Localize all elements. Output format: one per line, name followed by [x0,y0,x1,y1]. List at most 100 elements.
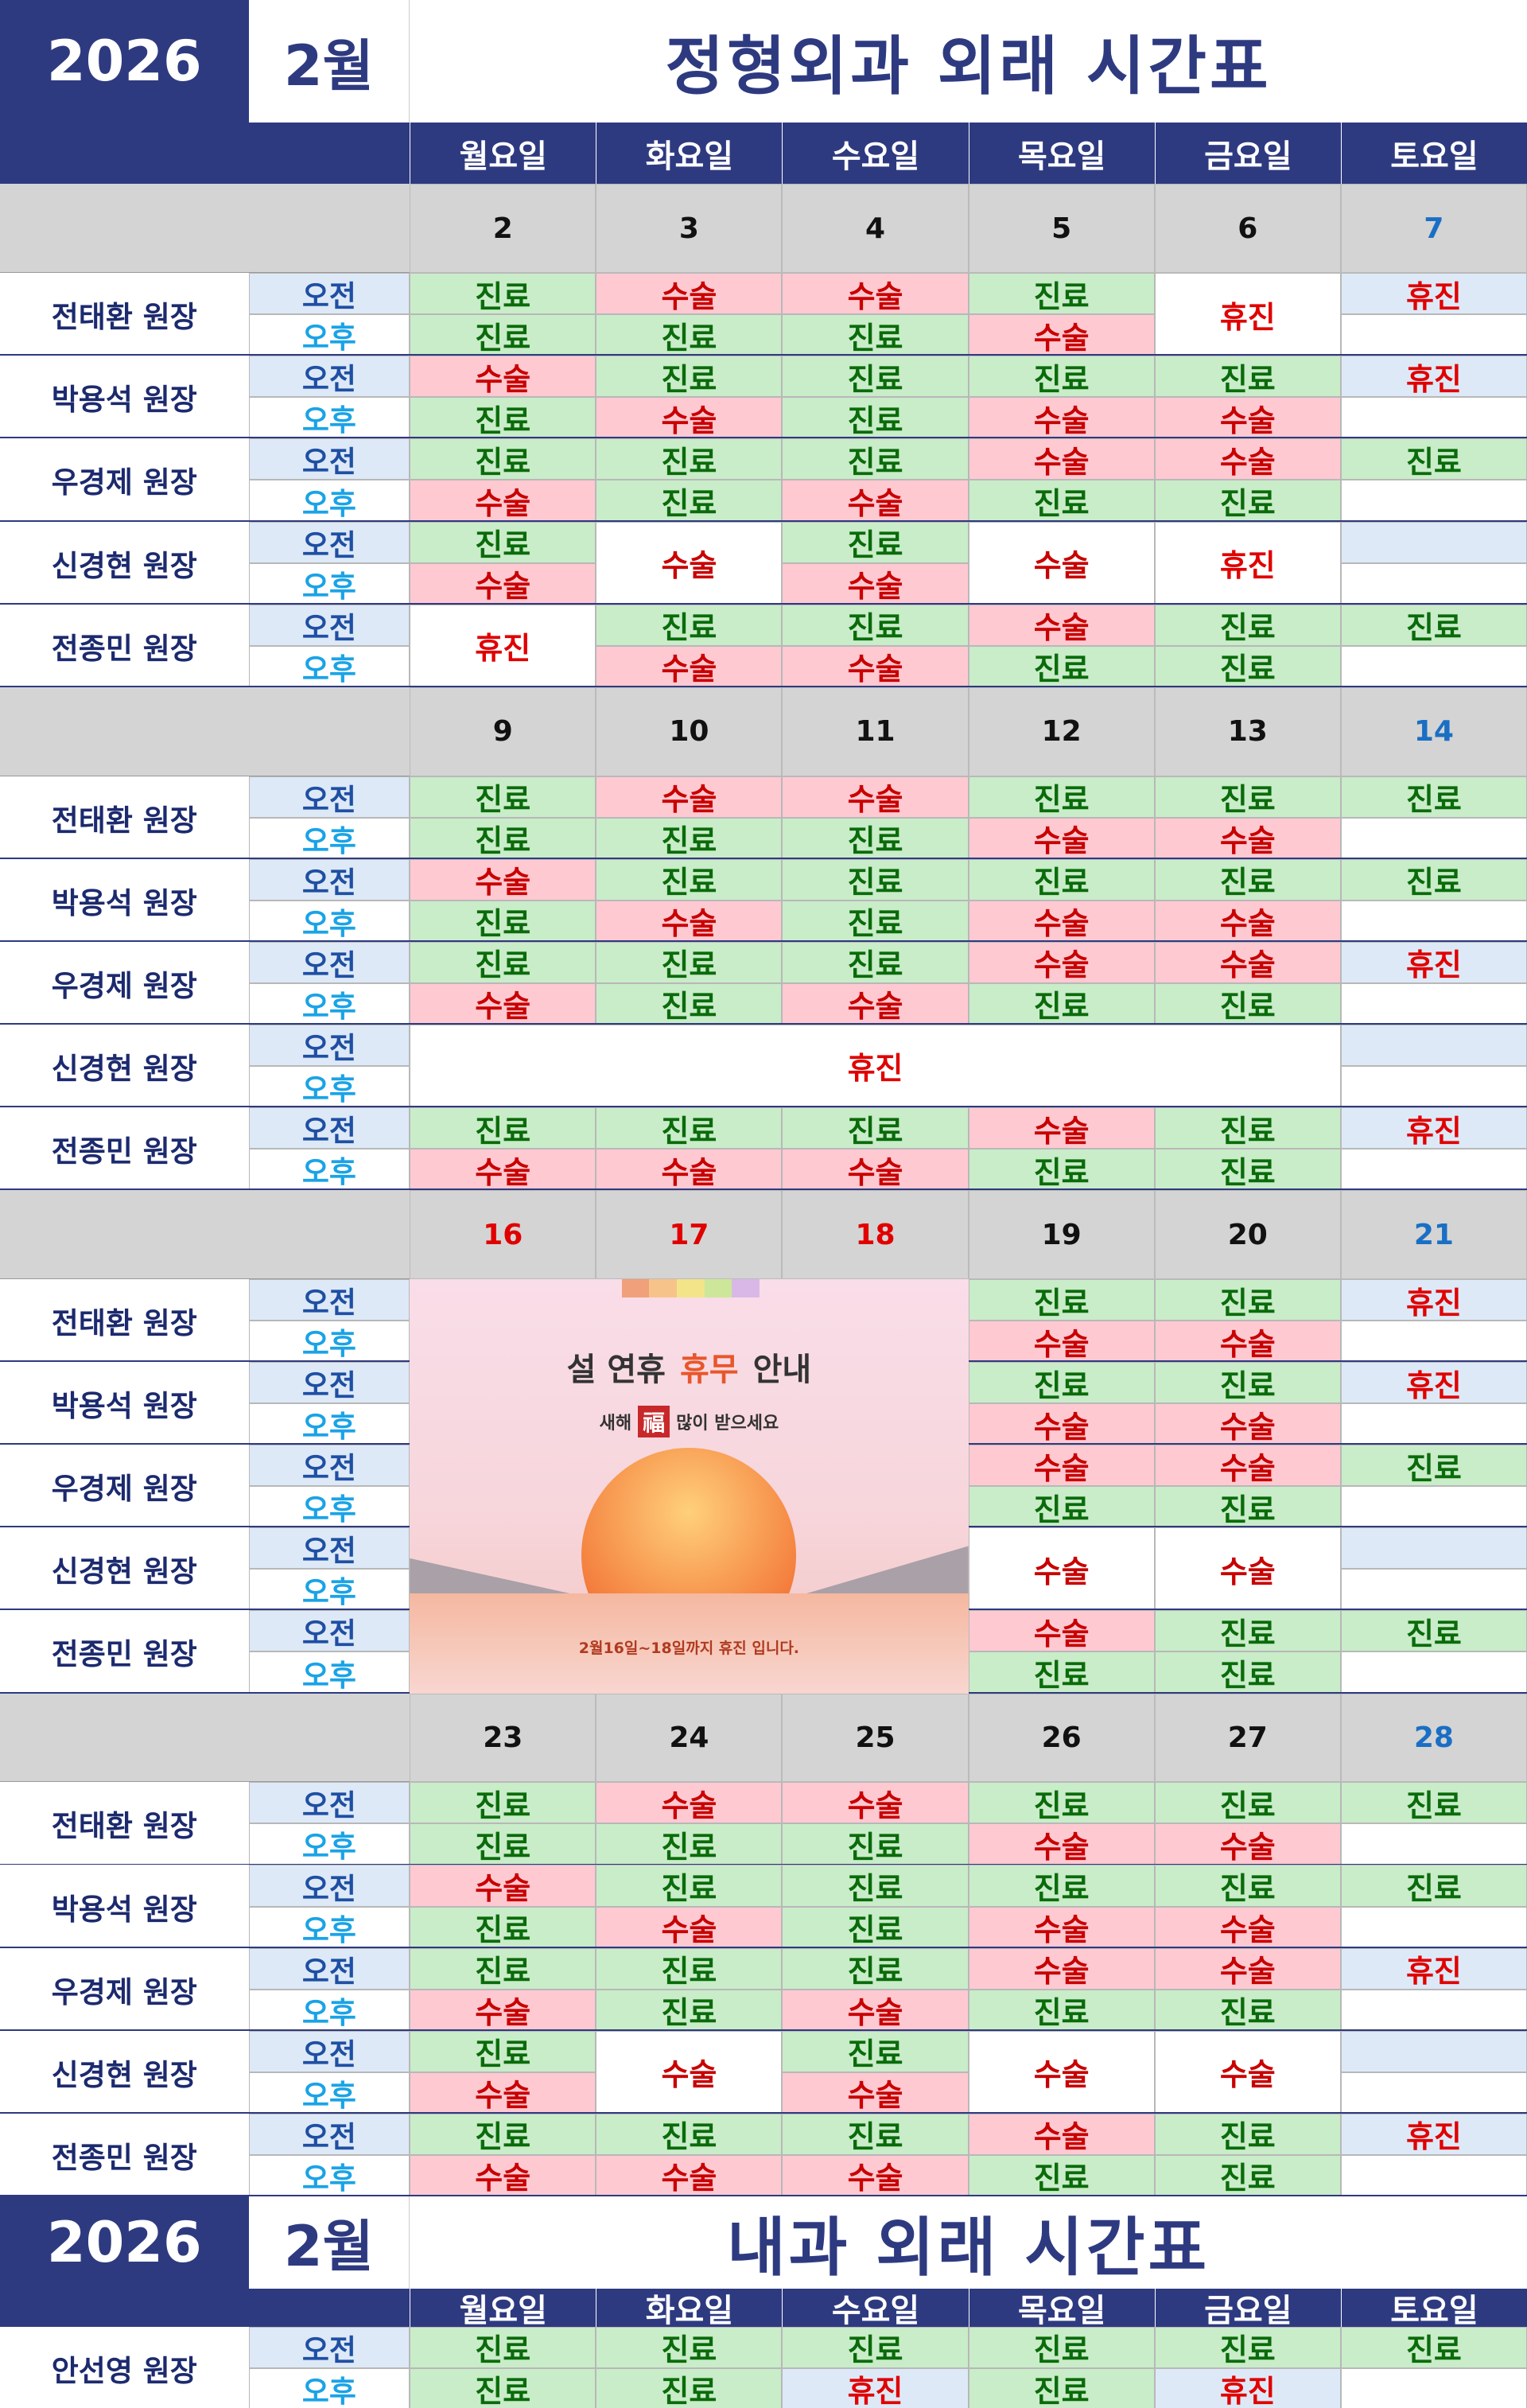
water [410,1593,969,1694]
empty-cell [1340,1651,1527,1694]
schedule-cell: 수술 [968,397,1155,439]
empty-cell [1340,397,1527,439]
doctor-name: 전태환 원장 [0,1782,249,1865]
schedule-cell: 진료 [596,1823,783,1865]
schedule-cell: 휴진 [1340,356,1527,398]
schedule-cell: 진료 [410,2367,596,2408]
schedule-cell: 수술 [596,1782,783,1824]
schedule-cell: 수술 [968,2113,1155,2155]
period-label: 오후 [248,1989,410,2031]
schedule-cell: 진료 [782,2326,969,2368]
schedule-cell: 진료 [596,438,783,480]
schedule-cell: 진료 [1340,1610,1527,1652]
doctor-divider [0,519,1527,522]
date-label: 18 [782,1190,969,1279]
period-label: 오전 [248,356,410,398]
doctor-name: 신경현 원장 [0,1024,249,1108]
empty-cell [1340,2072,1527,2114]
doctor-name: 박용석 원장 [0,356,249,439]
schedule-cell: 수술 [410,1149,596,1191]
weekday-label: 월요일 [410,2288,596,2329]
empty-cell [1340,1149,1527,1191]
doctor-divider [0,2111,1527,2114]
schedule-cell: 수술 [968,1823,1155,1865]
schedule-cell: 진료 [410,2326,596,2368]
doctor-divider [0,602,1527,605]
period-label: 오후 [248,397,410,439]
merged-cell: 수술 [968,1527,1155,1611]
doctor-divider [0,437,1527,439]
schedule-cell: 수술 [1154,1403,1341,1445]
schedule-cell: 수술 [410,2072,596,2114]
period-label: 오전 [248,1782,410,1824]
schedule-cell: 휴진 [1340,1107,1527,1150]
schedule-cell: 진료 [1154,356,1341,398]
schedule-cell: 진료 [1154,2154,1341,2196]
schedule-cell: 진료 [596,1865,783,1907]
schedule-cell: 진료 [1154,1107,1341,1150]
schedule-cell: 진료 [968,2367,1155,2408]
period-label: 오후 [248,1321,410,1363]
doctor-name: 박용석 원장 [0,1362,249,1445]
date-label: 25 [782,1693,969,1783]
doctor-divider [0,1863,1527,1865]
date-label: 3 [596,184,783,274]
schedule-cell: 수술 [782,273,969,315]
date-label: 11 [782,687,969,776]
schedule-cell: 진료 [968,645,1155,687]
period-label: 오전 [248,1527,410,1570]
schedule-cell: 진료 [596,858,783,901]
date-label: 12 [968,687,1155,776]
period-label: 오전 [248,2030,410,2072]
weekday-label: 화요일 [596,123,783,185]
schedule-cell: 수술 [968,1445,1155,1487]
schedule-cell: 진료 [596,941,783,983]
schedule-cell: 진료 [596,1947,783,1990]
schedule-cell: 수술 [782,1782,969,1824]
schedule-cell: 진료 [782,1107,969,1150]
empty-cell [1340,314,1527,356]
date-label: 14 [1340,687,1527,776]
merged-cell: 수술 [596,521,783,605]
period-label: 오후 [248,562,410,605]
schedule-cell: 휴진 [1340,273,1527,315]
schedule-cell: 수술 [596,397,783,439]
period-label: 오후 [248,1065,410,1108]
schedule-cell: 휴진 [1340,1278,1527,1321]
date-row-blank [0,184,410,274]
schedule-cell: 진료 [596,2367,783,2408]
schedule-cell: 수술 [410,1989,596,2031]
doctor-name: 전태환 원장 [0,273,249,356]
period-label: 오후 [248,2154,410,2196]
schedule-cell: 수술 [782,2072,969,2114]
year-label: 2026 [0,0,249,123]
doctor-name: 전태환 원장 [0,776,249,859]
weekday-label: 목요일 [968,123,1155,185]
schedule-cell: 수술 [968,1947,1155,1990]
banner-greeting-part: 새해 [599,1414,632,1434]
schedule-cell: 수술 [410,2154,596,2196]
period-label: 오후 [248,480,410,522]
schedule-cell: 수술 [1154,817,1341,859]
period-label: 오후 [248,1486,410,1528]
merged-cell: 휴진 [1154,521,1341,605]
date-label: 13 [1154,687,1341,776]
schedule-cell: 진료 [410,900,596,942]
schedule-cell: 진료 [968,480,1155,522]
empty-cell [1340,1321,1527,1363]
ribbon [732,1278,760,1298]
date-row-blank [0,1190,410,1279]
weekday-label: 토요일 [1340,2288,1527,2329]
date-label: 5 [968,184,1155,274]
merged-cell: 수술 [1154,1527,1341,1611]
schedule-cell: 진료 [782,604,969,646]
date-label: 7 [1340,184,1527,274]
schedule-cell: 휴진 [782,2367,969,2408]
ribbon [621,1278,650,1298]
schedule-cell: 진료 [410,521,596,563]
period-label: 오후 [248,1403,410,1445]
empty-cell [1340,480,1527,522]
empty-cell [1340,2030,1527,2072]
schedule-cell: 진료 [1154,1865,1341,1907]
weekday-label: 수요일 [782,2288,969,2329]
